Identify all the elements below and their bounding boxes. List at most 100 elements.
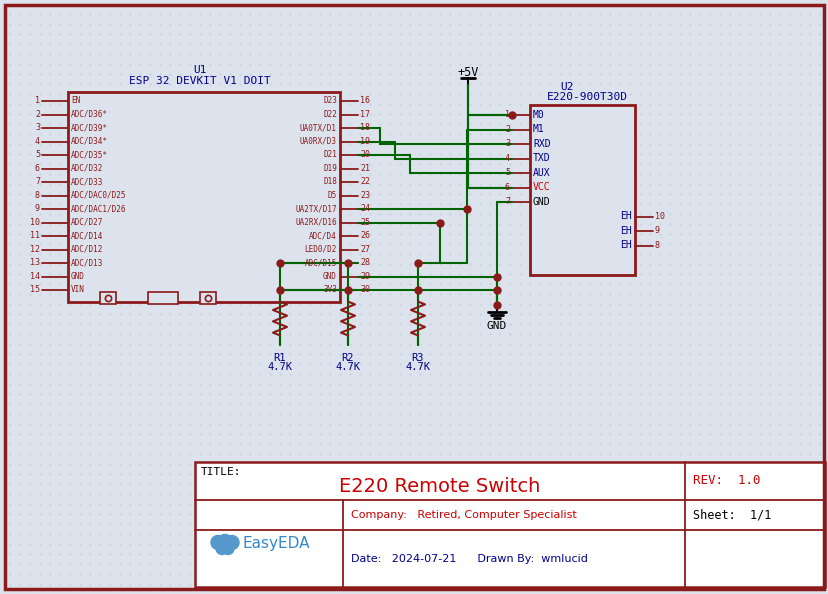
Text: 4.7K: 4.7K	[267, 362, 292, 372]
Text: 19: 19	[359, 137, 369, 146]
Text: 4.7K: 4.7K	[405, 362, 430, 372]
Text: GND: GND	[486, 321, 507, 331]
Bar	[68, 92, 339, 302]
Text: EN: EN	[71, 96, 80, 106]
Text: 26: 26	[359, 232, 369, 241]
Text: ADC/D33: ADC/D33	[71, 178, 104, 187]
Text: 3: 3	[504, 140, 509, 148]
Text: ADC/D15: ADC/D15	[304, 258, 337, 267]
Bar	[148, 292, 178, 304]
Text: UA2TX/D17: UA2TX/D17	[295, 204, 337, 213]
Text: REV:  1.0: REV: 1.0	[692, 475, 759, 488]
Bar	[529, 105, 634, 275]
Text: EasyEDA: EasyEDA	[243, 536, 310, 551]
Text: ADC/D14: ADC/D14	[71, 232, 104, 241]
Text: ADC/D32: ADC/D32	[71, 164, 104, 173]
Text: 3: 3	[35, 124, 40, 132]
Text: EH: EH	[619, 211, 631, 222]
Text: 12: 12	[30, 245, 40, 254]
Text: 11: 11	[30, 232, 40, 241]
Text: 29: 29	[359, 272, 369, 281]
Text: D19: D19	[323, 164, 337, 173]
Text: UA0TX/D1: UA0TX/D1	[300, 124, 337, 132]
Text: M0: M0	[532, 110, 544, 120]
Text: U1: U1	[193, 65, 206, 75]
Text: E220 Remote Switch: E220 Remote Switch	[339, 478, 540, 497]
Text: LED0/D2: LED0/D2	[304, 245, 337, 254]
Text: ADC/D4: ADC/D4	[309, 232, 337, 241]
Text: UA0RX/D3: UA0RX/D3	[300, 137, 337, 146]
Text: 18: 18	[359, 124, 369, 132]
Text: ADC/D36*: ADC/D36*	[71, 110, 108, 119]
Text: 5: 5	[35, 150, 40, 160]
Text: Company:   Retired, Computer Specialist: Company: Retired, Computer Specialist	[350, 510, 576, 520]
Text: ADC/D34*: ADC/D34*	[71, 137, 108, 146]
Text: 2: 2	[35, 110, 40, 119]
Text: M1: M1	[532, 125, 544, 134]
Text: U2: U2	[560, 82, 573, 92]
Text: 23: 23	[359, 191, 369, 200]
Circle shape	[216, 542, 228, 555]
Text: 25: 25	[359, 218, 369, 227]
Text: VCC: VCC	[532, 182, 550, 192]
Text: TXD: TXD	[532, 153, 550, 163]
Circle shape	[224, 536, 238, 549]
Text: VIN: VIN	[71, 286, 84, 295]
Text: 6: 6	[35, 164, 40, 173]
Text: E220-900T30D: E220-900T30D	[546, 92, 628, 102]
Text: 3V3: 3V3	[323, 286, 337, 295]
Text: D5: D5	[327, 191, 337, 200]
Text: 10: 10	[30, 218, 40, 227]
Text: D21: D21	[323, 150, 337, 160]
Text: ADC/DAC1/D26: ADC/DAC1/D26	[71, 204, 127, 213]
Text: Date:   2024-07-21      Drawn By:  wmlucid: Date: 2024-07-21 Drawn By: wmlucid	[350, 554, 587, 564]
Text: D18: D18	[323, 178, 337, 187]
Circle shape	[216, 535, 233, 552]
Text: GND: GND	[323, 272, 337, 281]
Text: 9: 9	[654, 226, 659, 235]
Text: 9: 9	[35, 204, 40, 213]
Text: EH: EH	[619, 226, 631, 236]
Text: R2: R2	[341, 353, 354, 363]
Text: 7: 7	[504, 197, 509, 207]
Text: 14: 14	[30, 272, 40, 281]
Text: R1: R1	[273, 353, 286, 363]
Text: 7: 7	[35, 178, 40, 187]
Text: 8: 8	[654, 241, 659, 250]
Text: 30: 30	[359, 286, 369, 295]
Bar	[200, 292, 216, 304]
Text: ADC/D12: ADC/D12	[71, 245, 104, 254]
Text: GND: GND	[71, 272, 84, 281]
Text: 20: 20	[359, 150, 369, 160]
Text: GND: GND	[532, 197, 550, 207]
Text: 15: 15	[30, 286, 40, 295]
Text: 22: 22	[359, 178, 369, 187]
Text: +5V: +5V	[457, 65, 478, 78]
Text: 10: 10	[654, 212, 664, 221]
Text: TITLE:: TITLE:	[200, 467, 241, 477]
Text: 4.7K: 4.7K	[335, 362, 360, 372]
Text: ADC/D27: ADC/D27	[71, 218, 104, 227]
Bar	[100, 292, 116, 304]
Text: 16: 16	[359, 96, 369, 106]
Text: 4: 4	[504, 154, 509, 163]
Text: EH: EH	[619, 241, 631, 251]
Text: ESP 32 DEVKIT V1 DOIT: ESP 32 DEVKIT V1 DOIT	[129, 76, 271, 86]
Text: 2: 2	[504, 125, 509, 134]
Circle shape	[222, 542, 233, 555]
Text: D23: D23	[323, 96, 337, 106]
Text: 4: 4	[35, 137, 40, 146]
Text: ADC/D13: ADC/D13	[71, 258, 104, 267]
Text: UA2RX/D16: UA2RX/D16	[295, 218, 337, 227]
Text: R3: R3	[412, 353, 424, 363]
Text: 6: 6	[504, 183, 509, 192]
Text: D22: D22	[323, 110, 337, 119]
Text: RXD: RXD	[532, 139, 550, 149]
Text: Sheet:  1/1: Sheet: 1/1	[692, 508, 770, 522]
Text: 28: 28	[359, 258, 369, 267]
Text: 13: 13	[30, 258, 40, 267]
Text: 24: 24	[359, 204, 369, 213]
Text: 21: 21	[359, 164, 369, 173]
Text: ADC/DAC0/D25: ADC/DAC0/D25	[71, 191, 127, 200]
Text: 8: 8	[35, 191, 40, 200]
